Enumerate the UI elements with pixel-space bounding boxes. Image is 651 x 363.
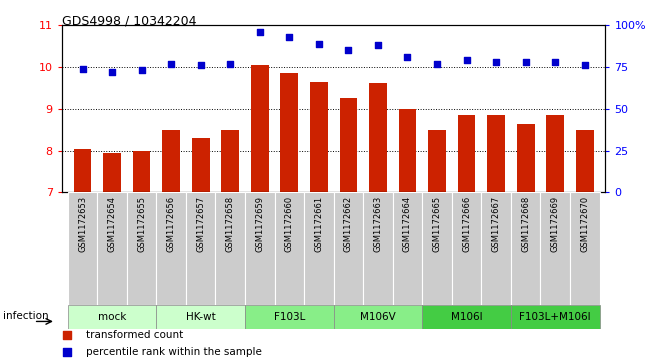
Bar — [156, 192, 186, 305]
Text: GSM1172661: GSM1172661 — [314, 196, 324, 252]
Point — [166, 61, 176, 67]
Text: GDS4998 / 10342204: GDS4998 / 10342204 — [62, 15, 197, 28]
Point — [491, 59, 501, 65]
Text: GSM1172665: GSM1172665 — [432, 196, 441, 252]
Bar — [162, 130, 180, 363]
Bar — [428, 130, 446, 363]
Text: GSM1172662: GSM1172662 — [344, 196, 353, 252]
Text: mock: mock — [98, 312, 126, 322]
Text: GSM1172657: GSM1172657 — [196, 196, 205, 252]
Bar — [398, 109, 417, 363]
Point — [520, 59, 531, 65]
Bar — [104, 153, 121, 363]
Text: F103L+M106I: F103L+M106I — [519, 312, 591, 322]
Bar — [481, 192, 511, 305]
Bar — [340, 98, 357, 363]
Point — [314, 41, 324, 47]
Bar — [369, 83, 387, 363]
Bar — [275, 192, 304, 305]
Bar — [576, 130, 594, 363]
Text: M106V: M106V — [360, 312, 396, 322]
Text: GSM1172654: GSM1172654 — [107, 196, 117, 252]
Point — [195, 62, 206, 68]
Point — [432, 61, 442, 67]
Point — [107, 69, 117, 75]
Text: M106I: M106I — [450, 312, 482, 322]
Text: transformed count: transformed count — [87, 330, 184, 340]
Text: GSM1172663: GSM1172663 — [374, 196, 382, 252]
Text: GSM1172666: GSM1172666 — [462, 196, 471, 252]
Bar — [393, 192, 422, 305]
Point — [225, 61, 236, 67]
Bar — [251, 65, 269, 363]
Bar — [133, 151, 150, 363]
Bar — [281, 73, 298, 363]
Text: GSM1172664: GSM1172664 — [403, 196, 412, 252]
Bar — [487, 115, 505, 363]
Bar — [245, 192, 275, 305]
Bar — [215, 192, 245, 305]
Text: GSM1172653: GSM1172653 — [78, 196, 87, 252]
Text: HK-wt: HK-wt — [186, 312, 215, 322]
Bar — [310, 82, 327, 363]
Text: percentile rank within the sample: percentile rank within the sample — [87, 347, 262, 357]
Bar — [127, 192, 156, 305]
Bar — [74, 148, 91, 363]
Bar — [156, 305, 245, 329]
Bar — [245, 305, 333, 329]
Text: GSM1172656: GSM1172656 — [167, 196, 176, 252]
Point — [373, 42, 383, 48]
Point — [343, 48, 353, 53]
Text: GSM1172658: GSM1172658 — [226, 196, 235, 252]
Text: F103L: F103L — [273, 312, 305, 322]
Bar — [546, 115, 564, 363]
Bar — [540, 192, 570, 305]
Bar — [452, 192, 481, 305]
Point — [62, 332, 72, 338]
Point — [255, 29, 265, 35]
Point — [579, 62, 590, 68]
Bar — [363, 192, 393, 305]
Bar — [458, 115, 475, 363]
Bar — [192, 138, 210, 363]
Text: GSM1172659: GSM1172659 — [255, 196, 264, 252]
Text: GSM1172655: GSM1172655 — [137, 196, 146, 252]
Point — [62, 349, 72, 355]
Text: GSM1172660: GSM1172660 — [285, 196, 294, 252]
Bar — [304, 192, 333, 305]
Bar — [333, 192, 363, 305]
Bar — [333, 305, 422, 329]
Bar — [570, 192, 600, 305]
Text: infection: infection — [3, 310, 49, 321]
Bar — [186, 192, 215, 305]
Bar — [517, 123, 534, 363]
Point — [402, 54, 413, 60]
Bar — [511, 192, 540, 305]
Bar — [422, 192, 452, 305]
Bar — [97, 192, 127, 305]
Point — [550, 59, 561, 65]
Point — [137, 68, 147, 73]
Bar — [68, 192, 97, 305]
Text: GSM1172669: GSM1172669 — [551, 196, 560, 252]
Point — [284, 34, 294, 40]
Point — [462, 58, 472, 64]
Text: GSM1172670: GSM1172670 — [580, 196, 589, 252]
Bar — [422, 305, 511, 329]
Bar — [511, 305, 600, 329]
Bar — [68, 305, 156, 329]
Bar — [221, 130, 239, 363]
Point — [77, 66, 88, 72]
Text: GSM1172668: GSM1172668 — [521, 196, 530, 252]
Text: GSM1172667: GSM1172667 — [492, 196, 501, 252]
